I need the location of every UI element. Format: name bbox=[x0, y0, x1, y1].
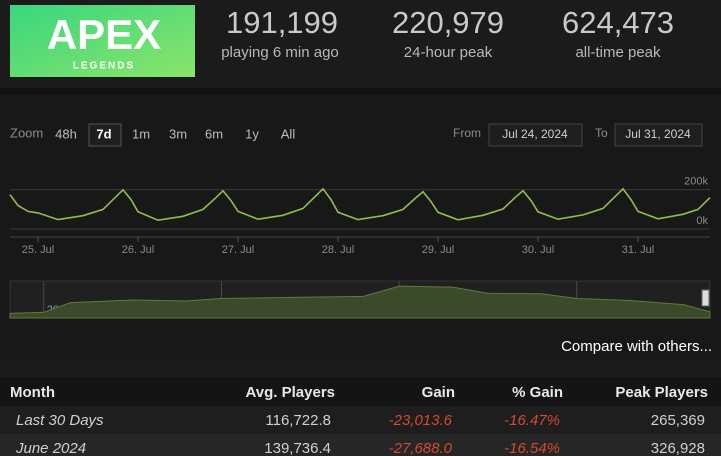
zoom-option[interactable]: 6m bbox=[205, 126, 223, 141]
stat-label: 24-hour peak bbox=[404, 44, 493, 61]
zoom-option[interactable]: 1y bbox=[245, 126, 259, 141]
from-date[interactable]: Jul 24, 2024 bbox=[502, 127, 568, 141]
zoom-option[interactable]: 1m bbox=[132, 126, 150, 141]
table-cell: June 2024 bbox=[15, 440, 86, 456]
game-logo bbox=[10, 5, 195, 77]
table-row bbox=[0, 406, 721, 434]
compare-link[interactable]: Compare with others... bbox=[561, 338, 712, 355]
table-row bbox=[0, 434, 721, 456]
column-header: Month bbox=[10, 384, 55, 401]
logo-title: APEX bbox=[47, 11, 161, 58]
stat-label: all-time peak bbox=[575, 44, 661, 61]
to-input[interactable] bbox=[614, 123, 703, 147]
stat-label: playing 6 min ago bbox=[221, 44, 339, 61]
logo-subtitle: LEGENDS bbox=[73, 61, 135, 72]
column-header: Peak Players bbox=[615, 384, 708, 401]
zoom-option[interactable]: 3m bbox=[169, 126, 187, 141]
zoom-option[interactable]: All bbox=[281, 126, 296, 141]
table-cell: Last 30 Days bbox=[16, 412, 104, 429]
y-tick-label: 0k bbox=[696, 215, 708, 227]
navigator-handle[interactable] bbox=[701, 289, 710, 307]
y-tick-label: 200k bbox=[684, 176, 708, 188]
stat-value: 220,979 bbox=[392, 5, 504, 40]
from-input[interactable] bbox=[488, 123, 583, 147]
table-cell: -23,013.6 bbox=[389, 412, 453, 429]
to-date[interactable]: Jul 31, 2024 bbox=[625, 127, 691, 141]
x-tick-label: 30. Jul bbox=[522, 244, 554, 256]
column-header: Avg. Players bbox=[246, 384, 336, 401]
data-area bbox=[9, 285, 711, 319]
zoom-option[interactable]: 48h bbox=[55, 126, 77, 141]
column-header: Gain bbox=[422, 384, 455, 401]
to-label: To bbox=[595, 126, 608, 140]
table-header-row bbox=[0, 378, 721, 406]
table-cell: 265,369 bbox=[651, 412, 705, 429]
table-cell: 116,722.8 bbox=[265, 412, 331, 429]
x-tick-label: 31. Jul bbox=[622, 244, 654, 256]
x-tick-label: 28. Jul bbox=[322, 244, 354, 256]
table-cell: -16.54% bbox=[504, 440, 560, 456]
table-cell: 326,928 bbox=[651, 440, 705, 456]
data-line bbox=[9, 187, 711, 222]
table-cell: 139,736.4 bbox=[264, 440, 331, 456]
separator bbox=[0, 88, 721, 95]
from-label: From bbox=[453, 126, 481, 140]
zoom-option[interactable]: 7d bbox=[96, 126, 111, 141]
x-tick-label: 26. Jul bbox=[122, 244, 154, 256]
stat-value: 624,473 bbox=[562, 5, 674, 40]
stat-value: 191,199 bbox=[226, 5, 338, 40]
zoom-label: Zoom bbox=[10, 125, 43, 140]
table-cell: -16.47% bbox=[504, 412, 560, 429]
table-cell: -27,688.0 bbox=[389, 440, 453, 456]
x-tick-label: 25. Jul bbox=[22, 244, 54, 256]
x-tick-label: 27. Jul bbox=[222, 244, 254, 256]
zoom-selected-box bbox=[88, 123, 122, 147]
column-header: % Gain bbox=[512, 384, 563, 401]
x-tick-label: 29. Jul bbox=[422, 244, 454, 256]
